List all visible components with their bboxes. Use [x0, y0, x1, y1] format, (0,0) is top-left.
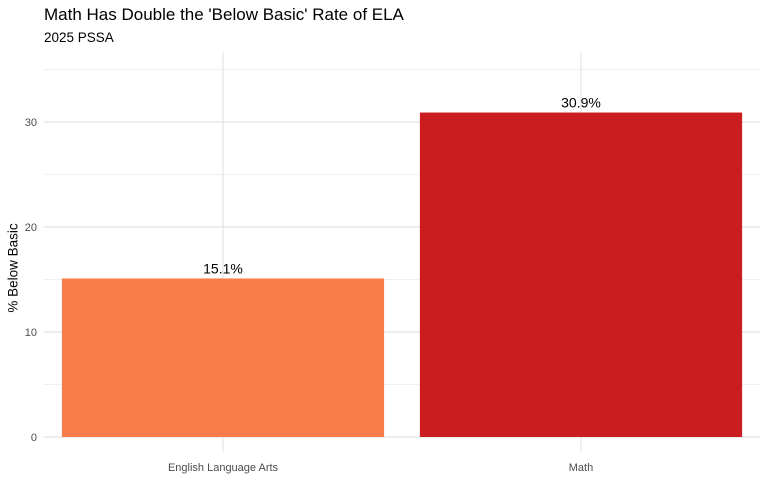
- bar: [419, 112, 743, 438]
- chart-title: Math Has Double the 'Below Basic' Rate o…: [44, 5, 404, 24]
- bar: [61, 278, 385, 437]
- data-label: 15.1%: [203, 260, 243, 276]
- y-tick-label: 30: [25, 117, 37, 129]
- x-tick-label: Math: [569, 462, 593, 474]
- y-tick-label: 20: [25, 222, 37, 234]
- y-tick-label: 0: [31, 432, 37, 444]
- y-tick-label: 10: [25, 327, 37, 339]
- chart-subtitle: 2025 PSSA: [44, 30, 114, 45]
- data-label: 30.9%: [561, 95, 601, 111]
- x-tick-label: English Language Arts: [168, 462, 279, 474]
